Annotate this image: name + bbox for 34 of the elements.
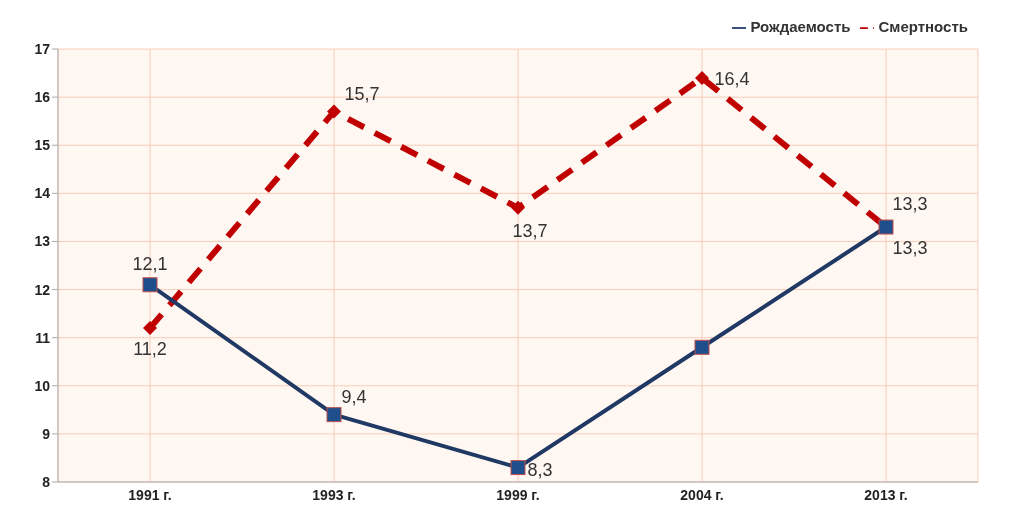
y-tick-label: 13 <box>34 233 51 250</box>
legend-label: Рождаемость <box>750 18 851 35</box>
point <box>694 339 710 355</box>
point <box>326 407 342 423</box>
legend-label: Смертность <box>878 18 968 35</box>
x-tick-label: 1993 г. <box>312 486 356 503</box>
x-tick-label: 1999 г. <box>496 486 540 503</box>
x-tick-label: 2004 г. <box>680 486 724 503</box>
data-label: 8,3 <box>527 460 553 481</box>
data-label: 9,4 <box>341 387 367 408</box>
y-tick-label: 8 <box>42 473 51 490</box>
point <box>143 321 157 336</box>
point <box>142 277 158 293</box>
data-label: 11,2 <box>133 338 167 359</box>
data-label: 15,7 <box>344 84 380 105</box>
point <box>511 200 525 215</box>
data-label: 13,7 <box>512 220 548 241</box>
point <box>510 460 526 476</box>
data-label: 12,1 <box>132 253 168 274</box>
data-label: 13,3 <box>892 237 928 258</box>
y-tick-label: 11 <box>35 329 51 346</box>
y-tick-label: 14 <box>34 185 51 202</box>
y-tick-label: 10 <box>34 377 51 394</box>
x-tick-label: 2013 г. <box>864 486 908 503</box>
point <box>695 70 709 85</box>
y-tick-label: 17 <box>34 41 51 57</box>
y-tick-label: 12 <box>34 281 51 298</box>
x-tick-label: 1991 г. <box>128 486 172 503</box>
point <box>327 104 341 119</box>
y-tick-label: 9 <box>42 425 51 442</box>
y-tick-label: 16 <box>34 89 51 106</box>
data-label: 13,3 <box>892 193 928 214</box>
y-tick-label: 15 <box>34 137 51 154</box>
data-label: 16,4 <box>714 68 750 89</box>
